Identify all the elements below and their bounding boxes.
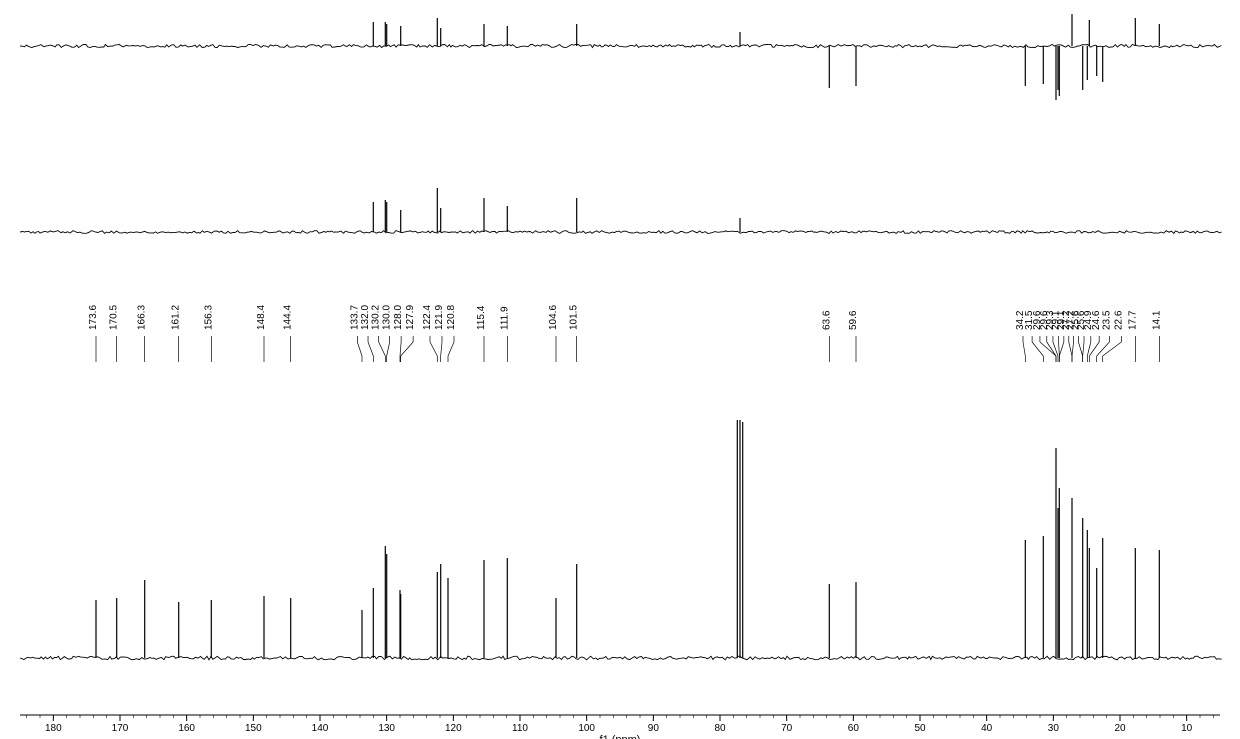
peak-label: 23.5	[1101, 310, 1112, 330]
label-connector	[1083, 342, 1084, 356]
label-connector	[1032, 342, 1043, 356]
peak-label: 115.4	[476, 305, 487, 330]
peak-label: 133.7	[349, 305, 360, 330]
panel-dept	[20, 14, 1221, 100]
peak-label: 14.1	[1151, 310, 1162, 330]
label-connector	[430, 342, 437, 356]
tick-label: 50	[914, 723, 926, 734]
tick-label: 20	[1114, 723, 1126, 734]
label-connector	[448, 342, 454, 356]
label-connector	[1069, 342, 1072, 356]
peak-label: 130.2	[371, 305, 382, 330]
tick-label: 90	[648, 723, 660, 734]
tick-label: 80	[714, 723, 726, 734]
label-connector	[1087, 342, 1090, 356]
tick-label: 140	[312, 723, 329, 734]
peak-label: 63.6	[821, 310, 832, 330]
baseline-ch_only	[20, 231, 1222, 234]
tick-label: 100	[578, 723, 595, 734]
tick-label: 40	[981, 723, 993, 734]
baseline-dept	[20, 44, 1221, 47]
label-connector	[368, 342, 373, 356]
tick-label: 130	[378, 723, 395, 734]
panel-ch_only	[20, 188, 1222, 233]
peak-label: 111.9	[499, 306, 510, 330]
tick-label: 10	[1181, 723, 1193, 734]
nmr-stacked-spectra: 173.6 170.5 166.3 161.2 156.3 148.4 144.4 133.7…	[0, 0, 1240, 739]
peak-label: 173.6	[88, 305, 99, 330]
peak-label: 122.4	[422, 305, 433, 330]
peak-label: 144.4	[283, 305, 294, 330]
tick-label: 160	[178, 723, 195, 734]
label-connector	[379, 342, 386, 356]
peak-label: 166.3	[137, 305, 148, 330]
peak-label: 128.0	[393, 305, 404, 330]
peak-label: 121.9	[434, 305, 445, 330]
label-connector	[1078, 342, 1082, 356]
label-connector	[401, 342, 413, 356]
label-connector	[1023, 342, 1025, 356]
tick-label: 30	[1048, 723, 1060, 734]
x-axis: 180 170 160 150 140 130 120 110 100 90 80 70 60 50 40 3…	[20, 715, 1220, 739]
tick-label: 110	[512, 723, 528, 734]
peak-labels: 173.6 170.5 166.3 161.2 156.3 148.4 144.4 133.7…	[88, 305, 1162, 362]
tick-label: 60	[848, 723, 860, 734]
label-connector	[400, 342, 401, 356]
tick-label: 150	[245, 723, 262, 734]
label-connector	[1059, 342, 1064, 356]
tick-label: 120	[445, 723, 462, 734]
peak-label: 127.9	[405, 305, 416, 330]
peak-label: 156.3	[203, 305, 214, 330]
axis-title: f1 (ppm)	[600, 734, 641, 739]
nmr-svg: 173.6 170.5 166.3 161.2 156.3 148.4 144.4 133.7…	[0, 0, 1240, 739]
peak-label: 104.6	[548, 305, 559, 330]
peak-label: 101.5	[569, 305, 580, 330]
label-connector	[1103, 342, 1122, 356]
panel-full	[20, 420, 1222, 660]
tick-label: 170	[112, 723, 129, 734]
peak-label: 132.0	[360, 305, 371, 330]
label-connector	[357, 342, 362, 356]
tick-label: 180	[45, 723, 62, 734]
label-connector	[1072, 342, 1074, 356]
baseline-full	[20, 656, 1222, 660]
peak-label: 148.4	[256, 305, 267, 330]
peak-label: 120.8	[446, 305, 457, 330]
peak-label: 17.7	[1127, 310, 1138, 330]
tick-label: 70	[781, 723, 793, 734]
peak-label: 22.6	[1113, 310, 1124, 330]
peak-label: 170.5	[109, 305, 120, 330]
label-connector	[1097, 342, 1110, 356]
label-connector	[441, 342, 442, 356]
label-connector	[387, 342, 390, 356]
peak-label: 130.0	[382, 305, 393, 330]
label-connector	[1059, 342, 1060, 356]
peak-label: 59.6	[848, 310, 859, 330]
peak-label: 161.2	[171, 305, 182, 330]
label-connector	[1089, 342, 1099, 356]
